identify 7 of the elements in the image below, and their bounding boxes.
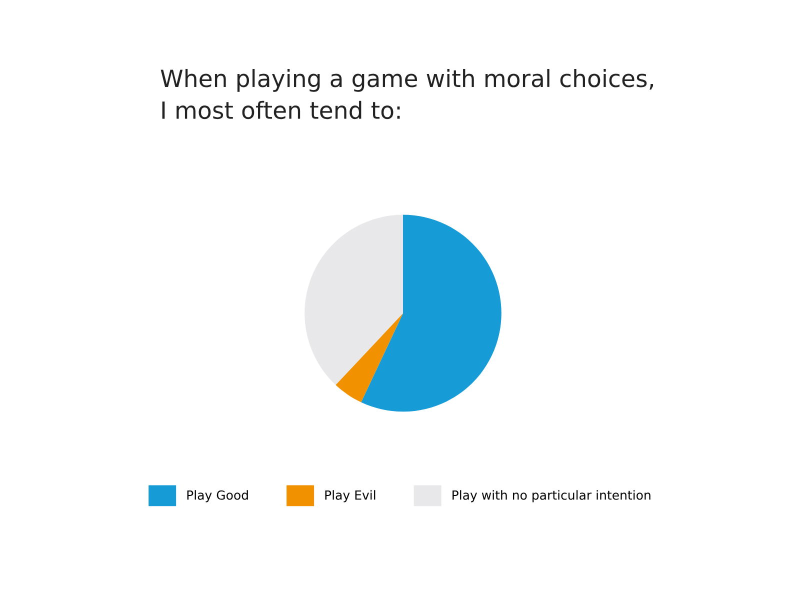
legend-label: Play with no particular intention (452, 490, 650, 502)
chart-title: When playing a game with moral choices, I most often tend to: (160, 69, 654, 120)
pie-slice (304, 214, 403, 385)
legend-label: Play Good (187, 490, 248, 502)
pie-slice (336, 313, 403, 402)
pie-slice (361, 214, 502, 412)
legend-label: Play Evil (325, 490, 376, 502)
